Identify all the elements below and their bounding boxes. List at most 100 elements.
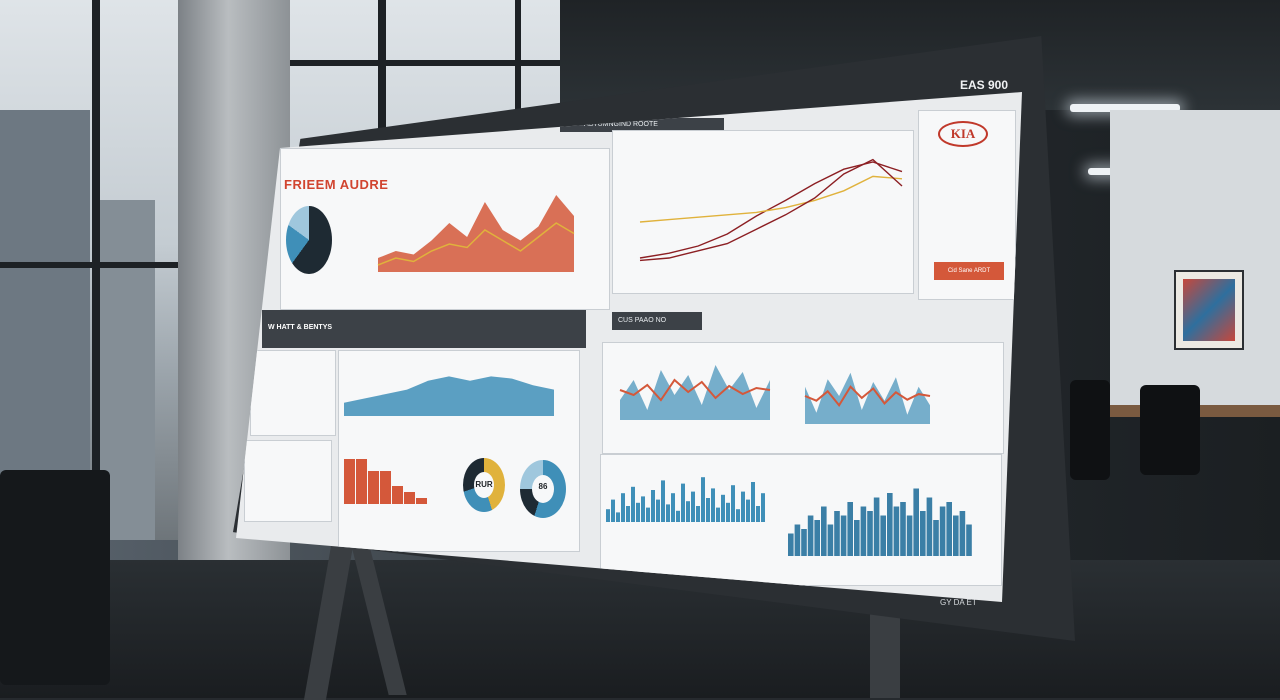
volume-bar-left <box>711 488 715 522</box>
volume-bar-right <box>834 511 840 556</box>
ceiling-light <box>1070 104 1180 112</box>
volume-bar-left <box>661 480 665 522</box>
volume-bar-left <box>646 507 650 522</box>
volume-bar-right <box>867 511 873 556</box>
volume-bar-right <box>827 524 834 556</box>
volume-bar-right <box>807 515 814 556</box>
header-label: ASTUMNGIND ROOTE <box>584 121 658 128</box>
volume-bar-right <box>906 515 913 556</box>
volume-bar-right <box>939 506 946 556</box>
section-header-bar: W HATT & BENTYS <box>262 310 586 348</box>
center-bar: CUS PAAO NO <box>612 312 702 330</box>
volume-bar-left <box>691 491 695 522</box>
overview-area-series-1 <box>378 195 574 272</box>
back-wall <box>1110 110 1280 410</box>
volume-bar-right <box>873 497 880 556</box>
office-chair <box>1070 380 1110 480</box>
volume-bar-left <box>641 496 645 522</box>
cta-button[interactable]: Cid Sane ARDT <box>934 262 1004 280</box>
variance-line-right <box>804 385 931 408</box>
variance-line-left <box>619 378 771 402</box>
volume-bar-left <box>756 506 760 522</box>
volume-bar-left <box>676 510 680 522</box>
volume-bar-left <box>706 498 710 522</box>
volume-bar-right <box>893 506 900 556</box>
section-title: W HATT & BENTYS <box>268 324 333 331</box>
volume-bar-right <box>959 511 966 556</box>
volume-bar-left <box>671 493 675 522</box>
volume-bar-left <box>736 509 740 522</box>
metrics-bar <box>404 492 415 504</box>
variance-area-left <box>620 365 770 420</box>
volume-bar-left <box>636 502 640 522</box>
overview-line-series-2 <box>377 222 575 266</box>
donut-1-label: RUR <box>475 480 493 489</box>
volume-bar-left <box>716 507 720 522</box>
kia-logo: KIA <box>938 121 988 147</box>
donut-chart-1 <box>463 458 505 512</box>
volume-bar-right <box>794 524 801 556</box>
volume-bar-left <box>741 491 745 522</box>
volume-bar-right <box>900 502 906 556</box>
metrics-bar <box>344 459 355 504</box>
volume-bar-right <box>854 520 860 556</box>
volume-bar-right <box>880 515 886 556</box>
metrics-area-series <box>344 376 554 416</box>
volume-bar-left <box>626 506 630 522</box>
trend-line-series-1 <box>639 161 903 259</box>
trend-line-series-2 <box>639 175 903 223</box>
volume-bar-left <box>746 499 750 522</box>
sofa <box>0 470 110 685</box>
volume-bar-left <box>681 483 685 522</box>
volume-bar-right <box>821 506 827 556</box>
volume-bar-left <box>606 509 610 522</box>
wall-art-frame <box>1174 270 1244 350</box>
volume-bar-right <box>913 488 919 556</box>
metrics-bar <box>392 486 403 504</box>
overview-pie-chart <box>286 206 332 274</box>
volume-bar-left <box>631 486 635 522</box>
volume-bar-right <box>860 506 867 556</box>
panel-table-a <box>250 350 336 436</box>
variance-area-right <box>805 372 930 424</box>
trend-line-series-3 <box>639 158 903 262</box>
bezel-bottom-label: GY DA ET <box>940 598 977 607</box>
office-chair <box>1140 385 1200 475</box>
volume-bar-left <box>751 482 755 522</box>
donut-chart-2 <box>520 460 566 518</box>
volume-bar-right <box>926 497 933 556</box>
volume-bar-right <box>966 524 972 556</box>
metrics-bar <box>356 459 367 504</box>
volume-bar-right <box>953 515 959 556</box>
volume-bar-left <box>616 512 620 522</box>
volume-bar-right <box>814 520 820 556</box>
volume-bar-right <box>933 520 939 556</box>
screen-id-label: EAS 900 <box>960 78 1009 92</box>
volume-bar-left <box>761 493 765 522</box>
volume-bar-left <box>686 501 690 522</box>
volume-bar-left <box>656 499 660 522</box>
volume-bar-left <box>721 494 725 522</box>
metrics-bar <box>380 471 391 504</box>
panel-table-b <box>244 440 332 522</box>
volume-bar-right <box>920 511 926 556</box>
metrics-bar <box>416 498 427 504</box>
volume-bar-left <box>621 493 625 522</box>
center-bar-label: CUS PAAO NO <box>618 317 667 324</box>
volume-bar-left <box>731 485 735 522</box>
volume-bar-left <box>666 504 670 522</box>
volume-bar-left <box>726 502 730 522</box>
volume-bar-left <box>701 477 705 522</box>
volume-bar-right <box>946 502 952 556</box>
volume-bar-right <box>788 533 794 556</box>
volume-bar-right <box>887 493 893 556</box>
donut-2-label: 86 <box>538 482 548 491</box>
volume-bar-left <box>696 506 700 522</box>
volume-bar-right <box>847 502 853 556</box>
volume-bar-right <box>801 529 807 556</box>
volume-bar-left <box>611 499 615 522</box>
volume-bar-right <box>840 515 847 556</box>
metrics-bar <box>368 471 379 504</box>
volume-bar-left <box>651 490 655 522</box>
